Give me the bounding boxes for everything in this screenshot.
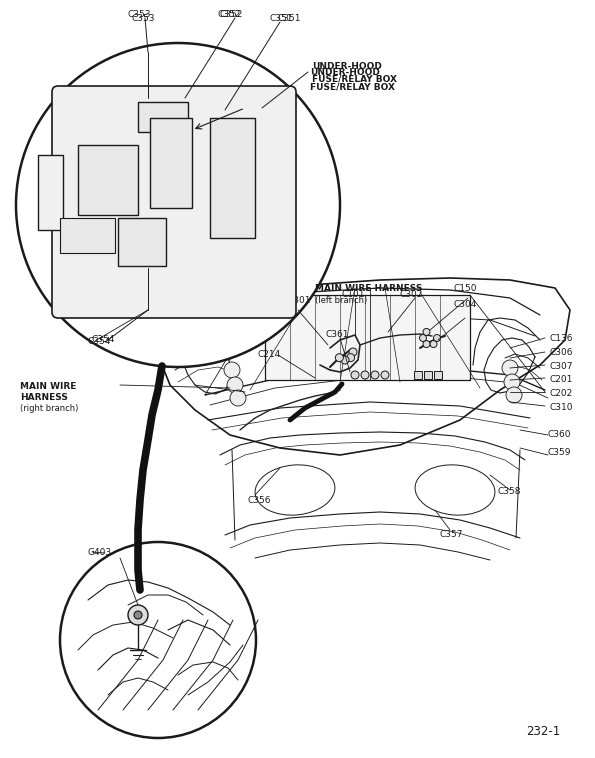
Text: UNDER-HOOD: UNDER-HOOD bbox=[310, 68, 380, 77]
Bar bbox=[424, 371, 432, 379]
Text: C353: C353 bbox=[128, 10, 152, 19]
Circle shape bbox=[60, 542, 256, 738]
Circle shape bbox=[371, 371, 379, 379]
Text: C359: C359 bbox=[548, 448, 572, 457]
Text: C201: C201 bbox=[550, 375, 574, 384]
Text: C352: C352 bbox=[218, 10, 242, 19]
Text: C354: C354 bbox=[88, 337, 111, 346]
Circle shape bbox=[347, 354, 355, 362]
Text: C214: C214 bbox=[258, 350, 281, 359]
Text: 232-1: 232-1 bbox=[526, 725, 560, 738]
Bar bbox=[150, 118, 192, 208]
Circle shape bbox=[128, 605, 148, 625]
Text: C136: C136 bbox=[550, 334, 574, 343]
Bar bbox=[210, 118, 255, 238]
Text: C304: C304 bbox=[453, 300, 477, 309]
Text: C306: C306 bbox=[550, 348, 574, 357]
Text: C357: C357 bbox=[440, 530, 464, 539]
Circle shape bbox=[230, 390, 246, 406]
Circle shape bbox=[134, 611, 142, 619]
Text: G403: G403 bbox=[88, 548, 112, 557]
Text: C360: C360 bbox=[548, 430, 572, 439]
Text: (left branch): (left branch) bbox=[315, 296, 367, 305]
Circle shape bbox=[381, 371, 389, 379]
Text: MAIN WIRE HARNESS: MAIN WIRE HARNESS bbox=[315, 284, 422, 293]
Circle shape bbox=[423, 340, 430, 348]
Text: UNDER-HOOD: UNDER-HOOD bbox=[312, 62, 382, 71]
Text: C301: C301 bbox=[288, 296, 312, 305]
Circle shape bbox=[227, 377, 243, 393]
Circle shape bbox=[434, 334, 440, 342]
FancyBboxPatch shape bbox=[52, 86, 296, 318]
Text: C302: C302 bbox=[400, 290, 424, 299]
Circle shape bbox=[502, 360, 518, 376]
Circle shape bbox=[224, 362, 240, 378]
Circle shape bbox=[361, 371, 369, 379]
Text: C310: C310 bbox=[550, 403, 574, 412]
Circle shape bbox=[506, 387, 522, 403]
Circle shape bbox=[341, 356, 349, 364]
Text: HARNESS: HARNESS bbox=[20, 393, 68, 402]
Text: C358: C358 bbox=[498, 487, 521, 496]
Text: C353: C353 bbox=[132, 14, 155, 23]
Text: (right branch): (right branch) bbox=[20, 404, 79, 413]
Bar bbox=[138, 102, 188, 132]
Circle shape bbox=[504, 374, 520, 390]
Bar bbox=[265, 295, 470, 380]
Circle shape bbox=[351, 371, 359, 379]
Bar bbox=[38, 155, 63, 230]
Text: FUSE/RELAY BOX: FUSE/RELAY BOX bbox=[310, 82, 395, 91]
Text: MAIN WIRE: MAIN WIRE bbox=[20, 382, 76, 391]
Circle shape bbox=[336, 354, 343, 362]
Bar bbox=[434, 371, 442, 379]
Circle shape bbox=[349, 348, 357, 356]
Text: C351: C351 bbox=[270, 14, 293, 23]
Circle shape bbox=[419, 334, 427, 342]
Text: C150: C150 bbox=[453, 284, 477, 293]
Text: C352: C352 bbox=[220, 10, 243, 19]
Bar bbox=[78, 145, 138, 215]
Bar bbox=[414, 371, 422, 379]
Bar bbox=[118, 218, 166, 266]
Text: C202: C202 bbox=[550, 389, 573, 398]
Text: C351: C351 bbox=[278, 14, 302, 23]
Bar bbox=[60, 218, 115, 253]
Text: C361: C361 bbox=[325, 330, 349, 339]
Text: C307: C307 bbox=[550, 362, 574, 371]
Circle shape bbox=[430, 340, 437, 348]
Circle shape bbox=[16, 43, 340, 367]
Text: C101: C101 bbox=[342, 290, 365, 299]
Text: FUSE/RELAY BOX: FUSE/RELAY BOX bbox=[312, 74, 397, 83]
Text: C354: C354 bbox=[92, 335, 115, 344]
Text: C356: C356 bbox=[248, 496, 271, 505]
Circle shape bbox=[423, 328, 430, 336]
